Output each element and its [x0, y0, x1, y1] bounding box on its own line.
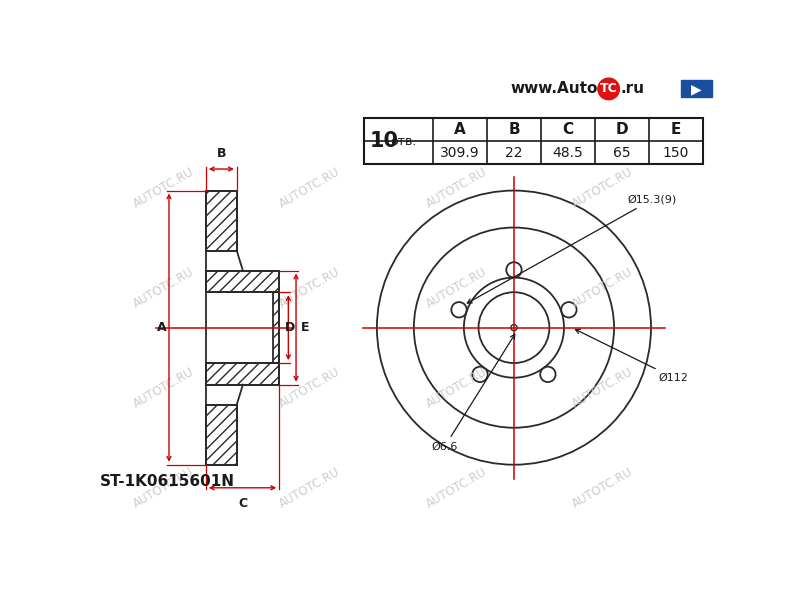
Text: AUTOTC.RU: AUTOTC.RU — [570, 465, 635, 511]
Text: D: D — [286, 321, 295, 334]
Bar — [364, 118, 702, 164]
Bar — [206, 191, 237, 251]
Text: C: C — [238, 497, 247, 510]
Text: AUTOTC.RU: AUTOTC.RU — [423, 465, 489, 511]
Text: C: C — [562, 122, 574, 137]
Circle shape — [511, 325, 517, 331]
Text: A: A — [157, 321, 166, 334]
Text: AUTOTC.RU: AUTOTC.RU — [131, 165, 196, 210]
Text: Ø112: Ø112 — [575, 329, 689, 383]
Text: D: D — [615, 122, 628, 137]
Text: ▶: ▶ — [691, 82, 702, 96]
Bar — [681, 80, 712, 97]
Text: 309.9: 309.9 — [440, 146, 480, 160]
Text: A: A — [454, 122, 466, 137]
Text: AUTOTC.RU: AUTOTC.RU — [423, 365, 489, 410]
Text: AUTOTC.RU: AUTOTC.RU — [131, 265, 196, 310]
Bar — [206, 404, 237, 464]
Text: 10: 10 — [370, 131, 399, 151]
Text: AUTOTC.RU: AUTOTC.RU — [131, 365, 196, 410]
Text: AUTOTC.RU: AUTOTC.RU — [277, 465, 342, 511]
Text: AUTOTC.RU: AUTOTC.RU — [423, 165, 489, 210]
Text: AUTOTC.RU: AUTOTC.RU — [423, 265, 489, 310]
Bar — [206, 363, 279, 385]
Text: E: E — [670, 122, 681, 137]
Text: TC: TC — [600, 82, 618, 95]
Text: AUTOTC.RU: AUTOTC.RU — [277, 365, 342, 410]
Text: www.Auto: www.Auto — [510, 82, 598, 97]
Text: AUTOTC.RU: AUTOTC.RU — [570, 265, 635, 310]
Text: отв.: отв. — [390, 135, 416, 148]
Text: 65: 65 — [613, 146, 630, 160]
Text: AUTOTC.RU: AUTOTC.RU — [277, 265, 342, 310]
Text: ST-1K0615601N: ST-1K0615601N — [100, 474, 235, 489]
Text: B: B — [508, 122, 520, 137]
Text: B: B — [217, 147, 226, 160]
Text: E: E — [301, 321, 309, 334]
Text: Ø15.3(9): Ø15.3(9) — [467, 194, 677, 303]
Text: AUTOTC.RU: AUTOTC.RU — [277, 165, 342, 210]
Text: 22: 22 — [506, 146, 522, 160]
Text: .ru: .ru — [620, 82, 644, 97]
Text: AUTOTC.RU: AUTOTC.RU — [131, 465, 196, 511]
Text: AUTOTC.RU: AUTOTC.RU — [570, 365, 635, 410]
Text: 48.5: 48.5 — [553, 146, 583, 160]
Bar — [273, 292, 279, 363]
Text: AUTOTC.RU: AUTOTC.RU — [570, 165, 635, 210]
Text: 150: 150 — [662, 146, 689, 160]
Bar — [206, 271, 279, 292]
Text: Ø6.6: Ø6.6 — [431, 334, 515, 452]
Circle shape — [598, 78, 619, 100]
